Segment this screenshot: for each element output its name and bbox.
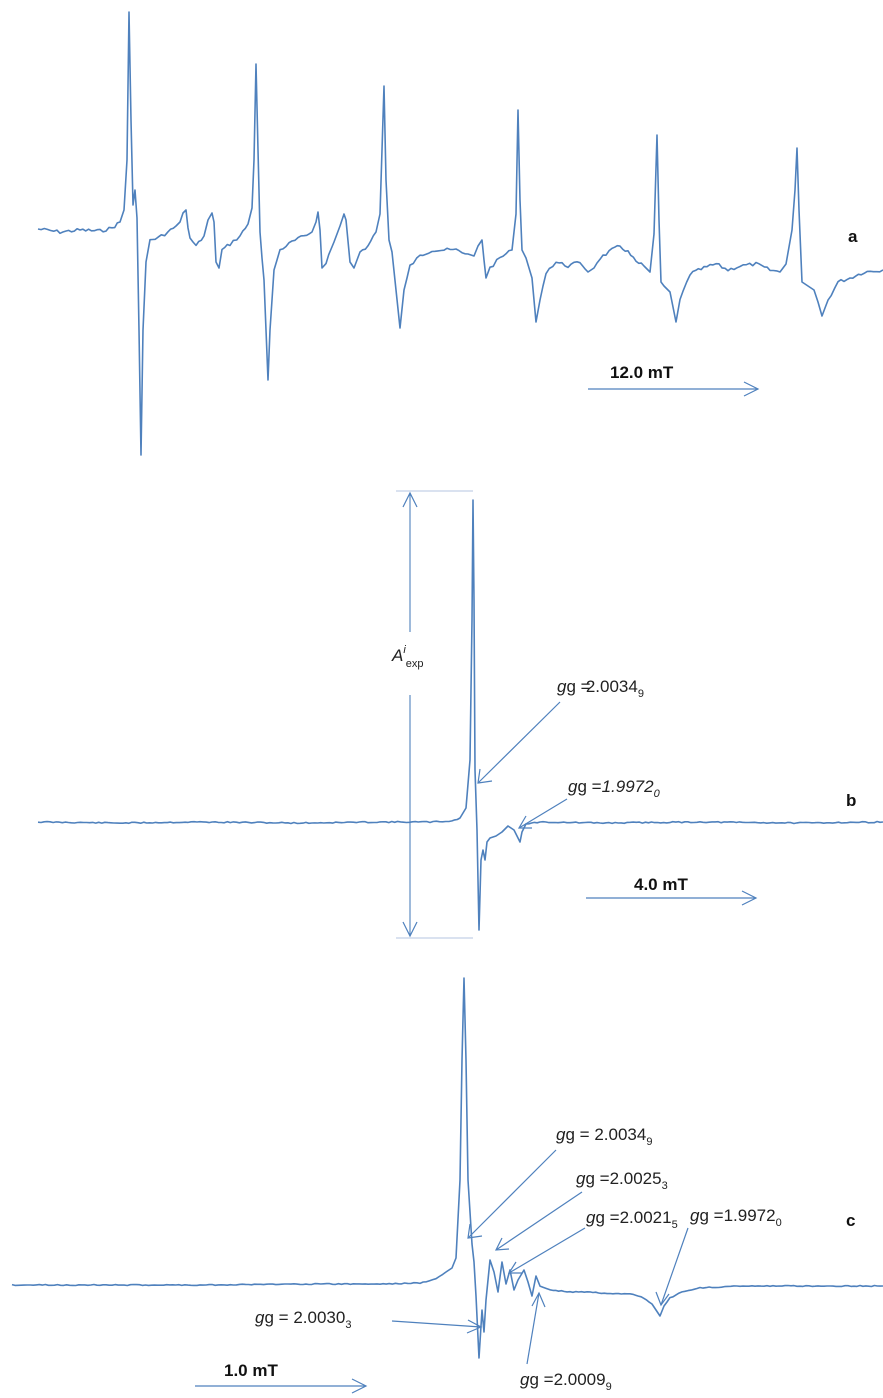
g-arrow-c-6 <box>526 1291 546 1365</box>
amplitude-dimension-b <box>396 490 473 939</box>
g-annotation-c-2: gg =2.00253 <box>576 1169 668 1192</box>
g-arrow-c-4 <box>655 1227 689 1307</box>
g-annotation-c-4: gg =1.99720 <box>690 1206 782 1229</box>
g-annotation-b-1: gg = <box>557 677 591 696</box>
g-annotation-b-1-value: g = 2.00349 <box>557 677 644 700</box>
g-arrow-c-1 <box>467 1149 557 1239</box>
scale-bar-label-b: 4.0 mT <box>634 875 688 894</box>
spectrum-trace-a <box>37 11 883 456</box>
g-annotation-c-5: gg = 2.00303 <box>255 1308 351 1331</box>
panel-a: a 12.0 mT <box>37 11 883 456</box>
g-annotation-b-2: gg =1.99720 <box>568 777 661 800</box>
g-arrow-c-5 <box>391 1319 483 1334</box>
spectrum-trace-b <box>37 499 883 931</box>
g-annotation-c-6: gg =2.00099 <box>520 1370 612 1393</box>
panel-c: c gg = 2.00349 gg =2.00253 gg =2.00215 g… <box>11 977 883 1394</box>
g-arrow-b-1 <box>477 701 561 784</box>
g-arrow-b-2 <box>517 798 568 829</box>
panel-b: b Aiexp gg = g = 2.00349 gg =1.99720 4.0… <box>37 490 883 939</box>
spectrum-trace-c <box>11 977 883 1359</box>
panel-label-a: a <box>848 227 858 246</box>
g-annotation-c-3: gg =2.00215 <box>586 1208 678 1231</box>
scale-bar-arrow-b <box>586 890 758 906</box>
scale-bar-arrow-c <box>195 1378 368 1394</box>
g-arrow-c-2 <box>494 1191 583 1251</box>
scale-bar-arrow-a <box>588 381 760 397</box>
g-annotation-c-1: gg = 2.00349 <box>556 1125 652 1148</box>
panel-label-b: b <box>846 791 856 810</box>
g-arrow-c-3 <box>507 1227 586 1274</box>
scale-bar-label-c: 1.0 mT <box>224 1361 278 1380</box>
amplitude-label-b: Aiexp <box>391 644 424 670</box>
panel-label-c: c <box>846 1211 855 1230</box>
scale-bar-label-a: 12.0 mT <box>610 363 674 382</box>
